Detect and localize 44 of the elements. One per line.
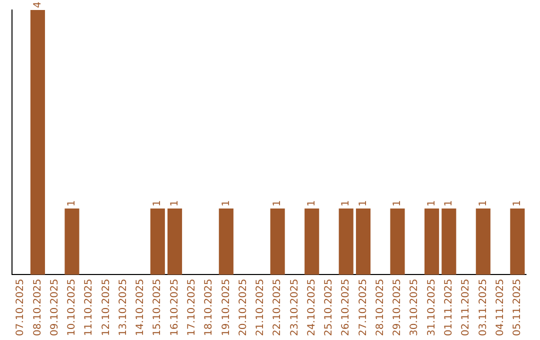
- x-tick-label: 13.10.2025: [118, 278, 129, 336]
- x-tick-label: 02.11.2025: [460, 278, 472, 336]
- x-tick-label: 16.10.2025: [169, 278, 180, 336]
- data-label: 1: [392, 200, 404, 207]
- x-tick-label: 17.10.2025: [186, 278, 198, 336]
- x-tick-label: 28.10.2025: [374, 278, 386, 336]
- data-label: 1: [358, 200, 369, 207]
- x-tick-label: 20.10.2025: [238, 278, 249, 336]
- x-tick-label: 19.10.2025: [220, 278, 232, 336]
- x-tick-label: 31.10.2025: [426, 278, 438, 336]
- x-tick-label: 25.10.2025: [324, 278, 335, 336]
- data-label: 1: [443, 200, 454, 207]
- x-tick-label: 11.10.2025: [84, 278, 95, 336]
- x-tick-label: 21.10.2025: [255, 278, 266, 336]
- data-label: 1: [66, 200, 78, 207]
- x-tick-label: 26.10.2025: [340, 278, 352, 336]
- data-label: 1: [152, 200, 164, 207]
- x-tick-label: 01.11.2025: [443, 278, 454, 336]
- x-tick-label: 15.10.2025: [152, 278, 164, 336]
- x-tick-label: 22.10.2025: [272, 278, 284, 336]
- data-label: 1: [340, 200, 352, 207]
- x-tick-label: 29.10.2025: [392, 278, 404, 336]
- data-label: 1: [169, 200, 180, 207]
- x-tick-label: 08.10.2025: [32, 278, 44, 336]
- x-tick-label: 03.11.2025: [478, 278, 489, 336]
- x-tick-label: 23.10.2025: [289, 278, 300, 336]
- x-tick-label: 18.10.2025: [204, 278, 215, 336]
- x-tick-label: 30.10.2025: [409, 278, 420, 336]
- data-label: 1: [512, 200, 524, 207]
- data-label: 4: [32, 2, 44, 8]
- data-label: 1: [306, 200, 318, 207]
- x-tick-label: 14.10.2025: [135, 278, 146, 336]
- data-label: 1: [272, 200, 284, 207]
- data-label: 1: [220, 200, 232, 207]
- x-tick-label: 10.10.2025: [66, 278, 78, 336]
- data-label: 1: [478, 200, 489, 207]
- x-tick-label: 04.11.2025: [494, 278, 506, 336]
- x-tick-label: 24.10.2025: [306, 278, 318, 336]
- x-tick-label: 27.10.2025: [358, 278, 369, 336]
- x-tick-label: 07.10.2025: [15, 278, 26, 336]
- x-tick-label: 09.10.2025: [49, 278, 60, 336]
- data-label: 1: [426, 200, 438, 207]
- x-tick-label: 05.11.2025: [512, 278, 524, 336]
- x-tick-label: 12.10.2025: [100, 278, 112, 336]
